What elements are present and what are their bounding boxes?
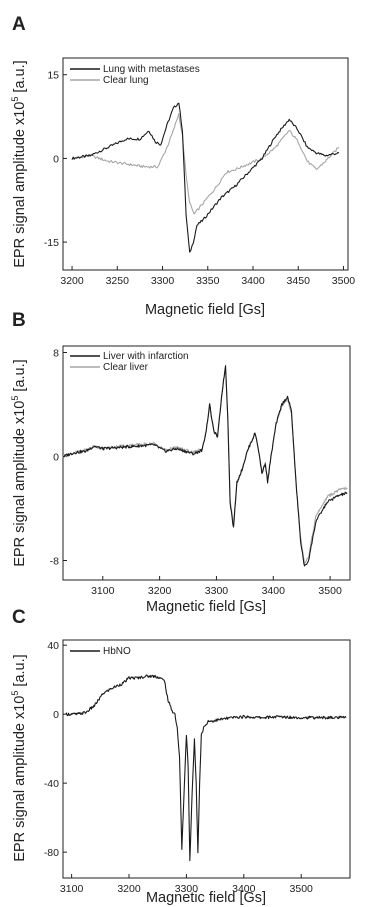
- x-tick-label-a-3350: 3350: [196, 275, 220, 287]
- y-tick-label-a-0: 15: [47, 70, 59, 82]
- y-axis-title-c-unit: [a.u.]: [12, 654, 28, 690]
- y-axis-title-b-exp: 5: [10, 396, 20, 401]
- legend-label-lung-metastases: Lung with metastases: [103, 64, 200, 75]
- y-tick-label-a-2: -15: [44, 237, 59, 249]
- series-line-c-0: [65, 674, 347, 862]
- plot-frame-b: [62, 345, 351, 581]
- panel-c: C 3100 3200 3300 3400 3500 40 0 -40 -80 HbNO Mag…: [10, 607, 351, 906]
- x-tick-label-b-3100: 3100: [91, 585, 115, 597]
- x-tick-label-b-3200: 3200: [148, 585, 172, 597]
- legend-label-clear-lung: Clear lung: [103, 75, 149, 86]
- legend-label-liver-infarction: Liver with infarction: [103, 351, 189, 362]
- y-tick-label-c-3: -80: [44, 847, 59, 859]
- y-axis-title-a: EPR signal amplitude x105 [a.u.]: [10, 60, 28, 267]
- y-tick-label-b-0: 8: [53, 348, 59, 360]
- panel-b: B 3100 3200 3300 3400 3500 8 0 -8 Liver with in…: [10, 310, 351, 615]
- y-axis-title-b: EPR signal amplitude x105 [a.u.]: [10, 359, 28, 566]
- series-line-a-0: [71, 102, 340, 253]
- y-tick-label-b-1: 0: [53, 452, 59, 464]
- y-tick-label-c-1: 0: [53, 709, 59, 721]
- series-line-b-1: [62, 368, 348, 565]
- x-tick-label-c-3500: 3500: [290, 883, 314, 895]
- x-axis-title-b: Magnetic field [Gs]: [146, 599, 266, 615]
- series-group-b: [62, 365, 348, 567]
- x-tick-label-b-3300: 3300: [205, 585, 229, 597]
- series-group-a: [71, 102, 340, 253]
- plot-frame-a: [62, 57, 349, 271]
- x-axis-title-c: Magnetic field [Gs]: [146, 890, 266, 906]
- panel-label-b: B: [12, 310, 26, 331]
- y-tick-label-c-0: 40: [47, 640, 59, 652]
- x-tick-label-c-3200: 3200: [117, 883, 141, 895]
- legend-label-hbno: HbNO: [103, 646, 131, 657]
- x-tick-label-a-3500: 3500: [332, 275, 356, 287]
- panel-label-c: C: [12, 607, 26, 628]
- x-tick-label-a-3300: 3300: [151, 275, 175, 287]
- panel-a: A 3200 3250 3300 3350 3400 3450 3500 15 0 -15 Lun…: [10, 14, 355, 318]
- y-axis-title-c: EPR signal amplitude x105 [a.u.]: [10, 654, 28, 861]
- x-tick-label-b-3500: 3500: [318, 585, 342, 597]
- y-axis-title-b-main: EPR signal amplitude x10: [12, 401, 28, 567]
- y-tick-label-c-2: -40: [44, 778, 59, 790]
- series-group-c: [65, 674, 347, 862]
- y-axis-title-c-main: EPR signal amplitude x10: [12, 696, 28, 862]
- y-tick-label-a-1: 0: [53, 153, 59, 165]
- axis-ticks-a: 3200 3250 3300 3350 3400 3450 3500 15 0 -15: [44, 70, 356, 287]
- x-tick-label-b-3400: 3400: [262, 585, 286, 597]
- x-tick-label-a-3450: 3450: [287, 275, 311, 287]
- axis-ticks-c: 3100 3200 3300 3400 3500 40 0 -40 -80: [44, 640, 313, 895]
- x-tick-label-a-3250: 3250: [106, 275, 130, 287]
- y-axis-title-c-exp: 5: [10, 691, 20, 696]
- legend-c: HbNO: [70, 646, 131, 657]
- axis-ticks-b: 3100 3200 3300 3400 3500 8 0 -8: [50, 348, 342, 598]
- x-tick-label-c-3100: 3100: [60, 883, 84, 895]
- y-axis-title-a-exp: 5: [10, 97, 20, 102]
- x-tick-label-a-3200: 3200: [60, 275, 84, 287]
- panel-label-a: A: [12, 14, 26, 35]
- y-axis-title-a-main: EPR signal amplitude x10: [12, 102, 28, 268]
- legend-label-clear-liver: Clear liver: [103, 362, 149, 373]
- x-tick-label-c-3300: 3300: [175, 883, 199, 895]
- y-axis-title-a-unit: [a.u.]: [12, 60, 28, 96]
- y-tick-label-b-2: -8: [50, 556, 59, 568]
- series-line-a-1: [71, 113, 340, 215]
- legend-a: Lung with metastases Clear lung: [70, 64, 200, 86]
- plot-frame-c: [62, 639, 351, 879]
- x-axis-title-a: Magnetic field [Gs]: [145, 302, 265, 318]
- y-axis-title-b-unit: [a.u.]: [12, 359, 28, 395]
- series-line-b-0: [62, 365, 348, 567]
- x-tick-label-a-3400: 3400: [241, 275, 265, 287]
- legend-b: Liver with infarction Clear liver: [70, 351, 189, 373]
- x-tick-label-c-3400: 3400: [232, 883, 256, 895]
